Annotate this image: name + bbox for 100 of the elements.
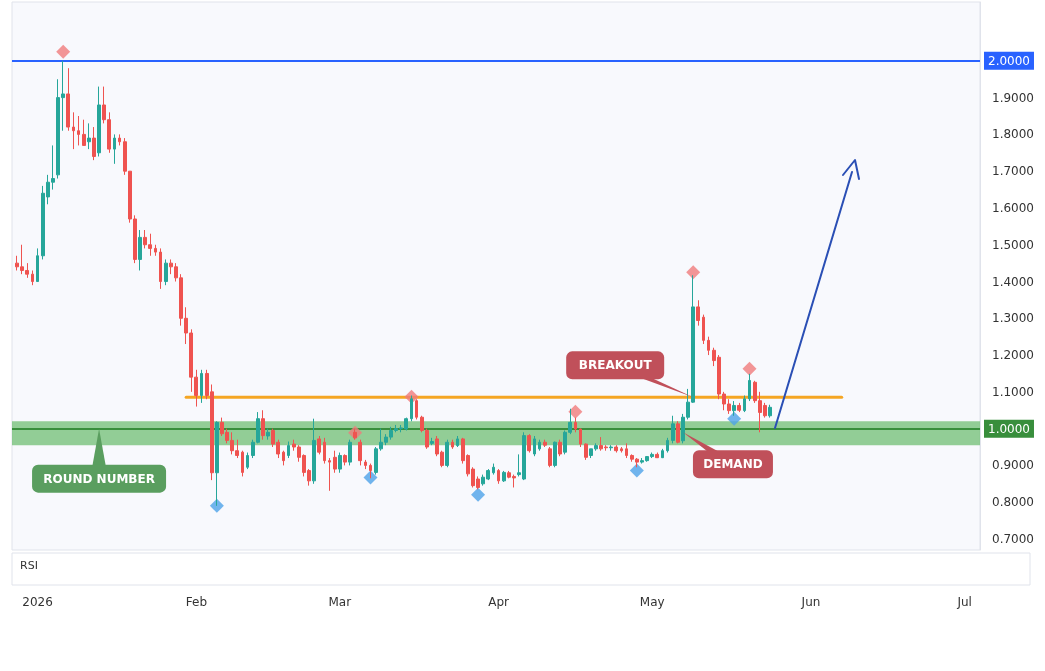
candlestick (66, 67, 70, 132)
candlestick (445, 439, 449, 468)
candlestick (558, 439, 562, 457)
candlestick (584, 442, 588, 461)
text: RSI (20, 559, 38, 572)
candlestick (666, 437, 669, 454)
candlestick (451, 439, 454, 450)
candlestick (553, 441, 557, 468)
candlestick (620, 446, 623, 454)
candlestick (707, 336, 710, 356)
candlestick (138, 229, 142, 271)
x-tick-label: Feb (185, 595, 208, 609)
candlestick (77, 115, 80, 146)
candlestick (287, 441, 290, 459)
candlestick (333, 450, 337, 474)
candlestick (369, 463, 372, 479)
candlestick (737, 402, 741, 413)
candlestick (492, 463, 495, 476)
ref-line-label: 2.0000 (988, 53, 1030, 68)
candlestick (661, 448, 664, 459)
candlestick (323, 437, 326, 465)
y-tick-label: 1.5000 (992, 237, 1034, 252)
candlestick (82, 119, 86, 146)
ref-line-label: 1.0000 (988, 421, 1030, 436)
x-tick-label: May (639, 595, 665, 609)
candlestick (671, 415, 675, 444)
candlestick (72, 111, 75, 150)
y-tick-label: 0.8000 (992, 495, 1034, 510)
point (209, 498, 224, 513)
candlestick (548, 446, 552, 468)
candlestick (348, 439, 352, 466)
y-tick-label: 1.3000 (992, 311, 1034, 326)
candlestick (338, 452, 342, 474)
point (686, 265, 701, 280)
candlestick (430, 437, 434, 446)
candlestick (215, 420, 219, 507)
candlestick (364, 459, 367, 470)
y-tick-label: 1.1000 (992, 384, 1034, 399)
candlestick (609, 444, 613, 452)
annotation: ROUND NUMBER (43, 471, 155, 486)
candlestick (343, 453, 347, 466)
annotation: DEMAND (703, 457, 763, 472)
y-tick-label: 1.4000 (992, 274, 1034, 289)
candlestick (676, 420, 680, 444)
y-tick-label: 1.6000 (992, 200, 1034, 215)
candlestick (456, 435, 459, 448)
y-tick-label: 1.7000 (992, 164, 1034, 179)
candlestick (538, 439, 541, 452)
candlestick (36, 247, 39, 283)
candlestick (353, 428, 357, 441)
candlestick (543, 439, 547, 448)
candlestick (497, 468, 500, 485)
candlestick (502, 470, 506, 483)
x-tick-label: Mar (328, 595, 352, 609)
y-tick-label: 1.9000 (992, 90, 1034, 105)
candlestick (655, 452, 659, 459)
candlestick (261, 409, 265, 441)
candlestick (246, 452, 249, 470)
candlestick (702, 314, 705, 345)
candlestick (696, 299, 700, 327)
point (56, 44, 71, 59)
candlestick (527, 433, 531, 454)
candlestick (92, 126, 96, 161)
y-tick-label: 1.8000 (992, 127, 1034, 142)
point (568, 404, 583, 419)
candlestick (241, 450, 244, 477)
point (629, 463, 644, 478)
candlestick (97, 86, 101, 157)
candlestick (614, 444, 618, 454)
y-tick-label: 0.7000 (992, 531, 1034, 546)
candlestick (312, 418, 316, 485)
candlestick (732, 400, 736, 417)
point (363, 470, 378, 485)
candlestick (118, 133, 121, 146)
point (742, 361, 757, 376)
x-tick-label: Apr (488, 595, 509, 609)
candlestick (410, 395, 413, 422)
candlestick (159, 247, 162, 290)
candlestick (768, 404, 772, 419)
candlestick (533, 435, 536, 457)
candlestick (87, 122, 91, 150)
candlestick (164, 258, 168, 286)
candlestick (743, 395, 746, 413)
candlestick (113, 133, 116, 165)
candlestick (625, 442, 628, 459)
candlestick (579, 428, 582, 448)
candlestick (266, 428, 270, 441)
y-tick-label: 1.2000 (992, 348, 1034, 363)
candlestick (415, 398, 418, 420)
point (727, 411, 742, 426)
candlestick (358, 439, 362, 466)
candlestick (31, 269, 34, 286)
x-tick-label: 2026 (22, 595, 53, 609)
candlestick (200, 369, 203, 404)
y-tick-label: 0.9000 (992, 458, 1034, 473)
x-tick-label: Jul (956, 595, 972, 609)
candlestick (282, 450, 285, 466)
candlestick (317, 435, 321, 455)
point (471, 487, 486, 502)
candlestick (154, 244, 157, 257)
